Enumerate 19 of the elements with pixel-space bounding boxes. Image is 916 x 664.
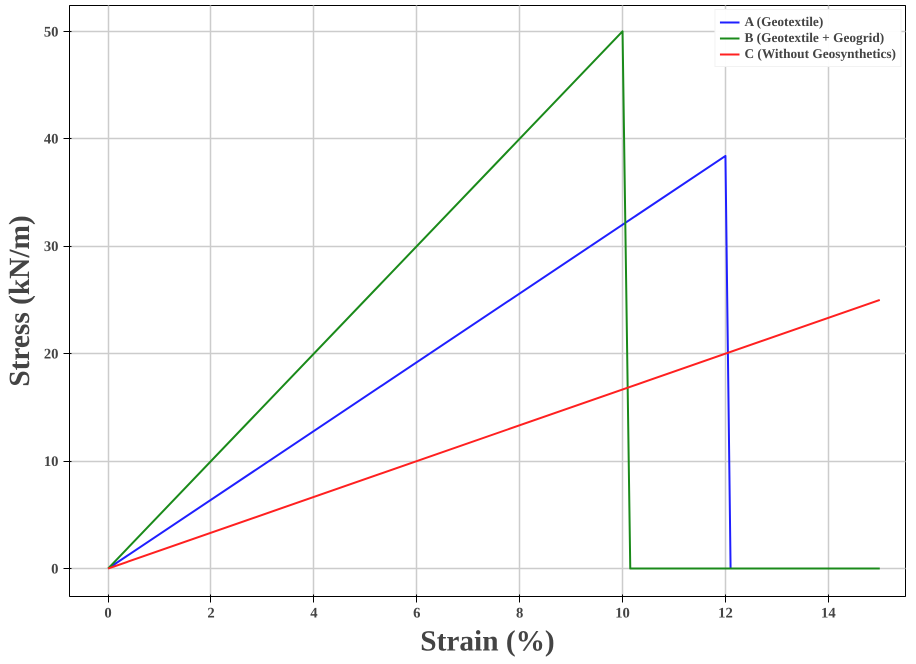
y-tick-label: 30: [44, 239, 58, 256]
x-tick-label: 2: [207, 606, 215, 622]
y-tick-label: 10: [44, 454, 58, 470]
x-axis-title: Strain (%): [420, 626, 555, 658]
x-tick-label: 8: [516, 606, 524, 622]
y-axis-title: Stress (kN/m): [4, 215, 36, 387]
x-tick-label: 12: [718, 606, 733, 622]
legend-label: B (Geotextile + Geogrid): [744, 30, 884, 46]
x-tick-label: 10: [615, 606, 630, 622]
x-tick-label: 14: [821, 606, 836, 622]
y-tick-label: 50: [44, 24, 58, 40]
x-tick-label: 6: [413, 606, 420, 622]
y-tick-label: 0: [51, 562, 58, 578]
legend-label: A (Geotextile): [744, 14, 824, 30]
y-tick-label: 20: [44, 346, 58, 363]
x-tick-label: 4: [310, 606, 318, 622]
x-tick-label: 0: [104, 606, 112, 622]
legend-label: C (Without Geosynthetics): [744, 46, 896, 62]
y-tick-label: 40: [44, 132, 58, 148]
